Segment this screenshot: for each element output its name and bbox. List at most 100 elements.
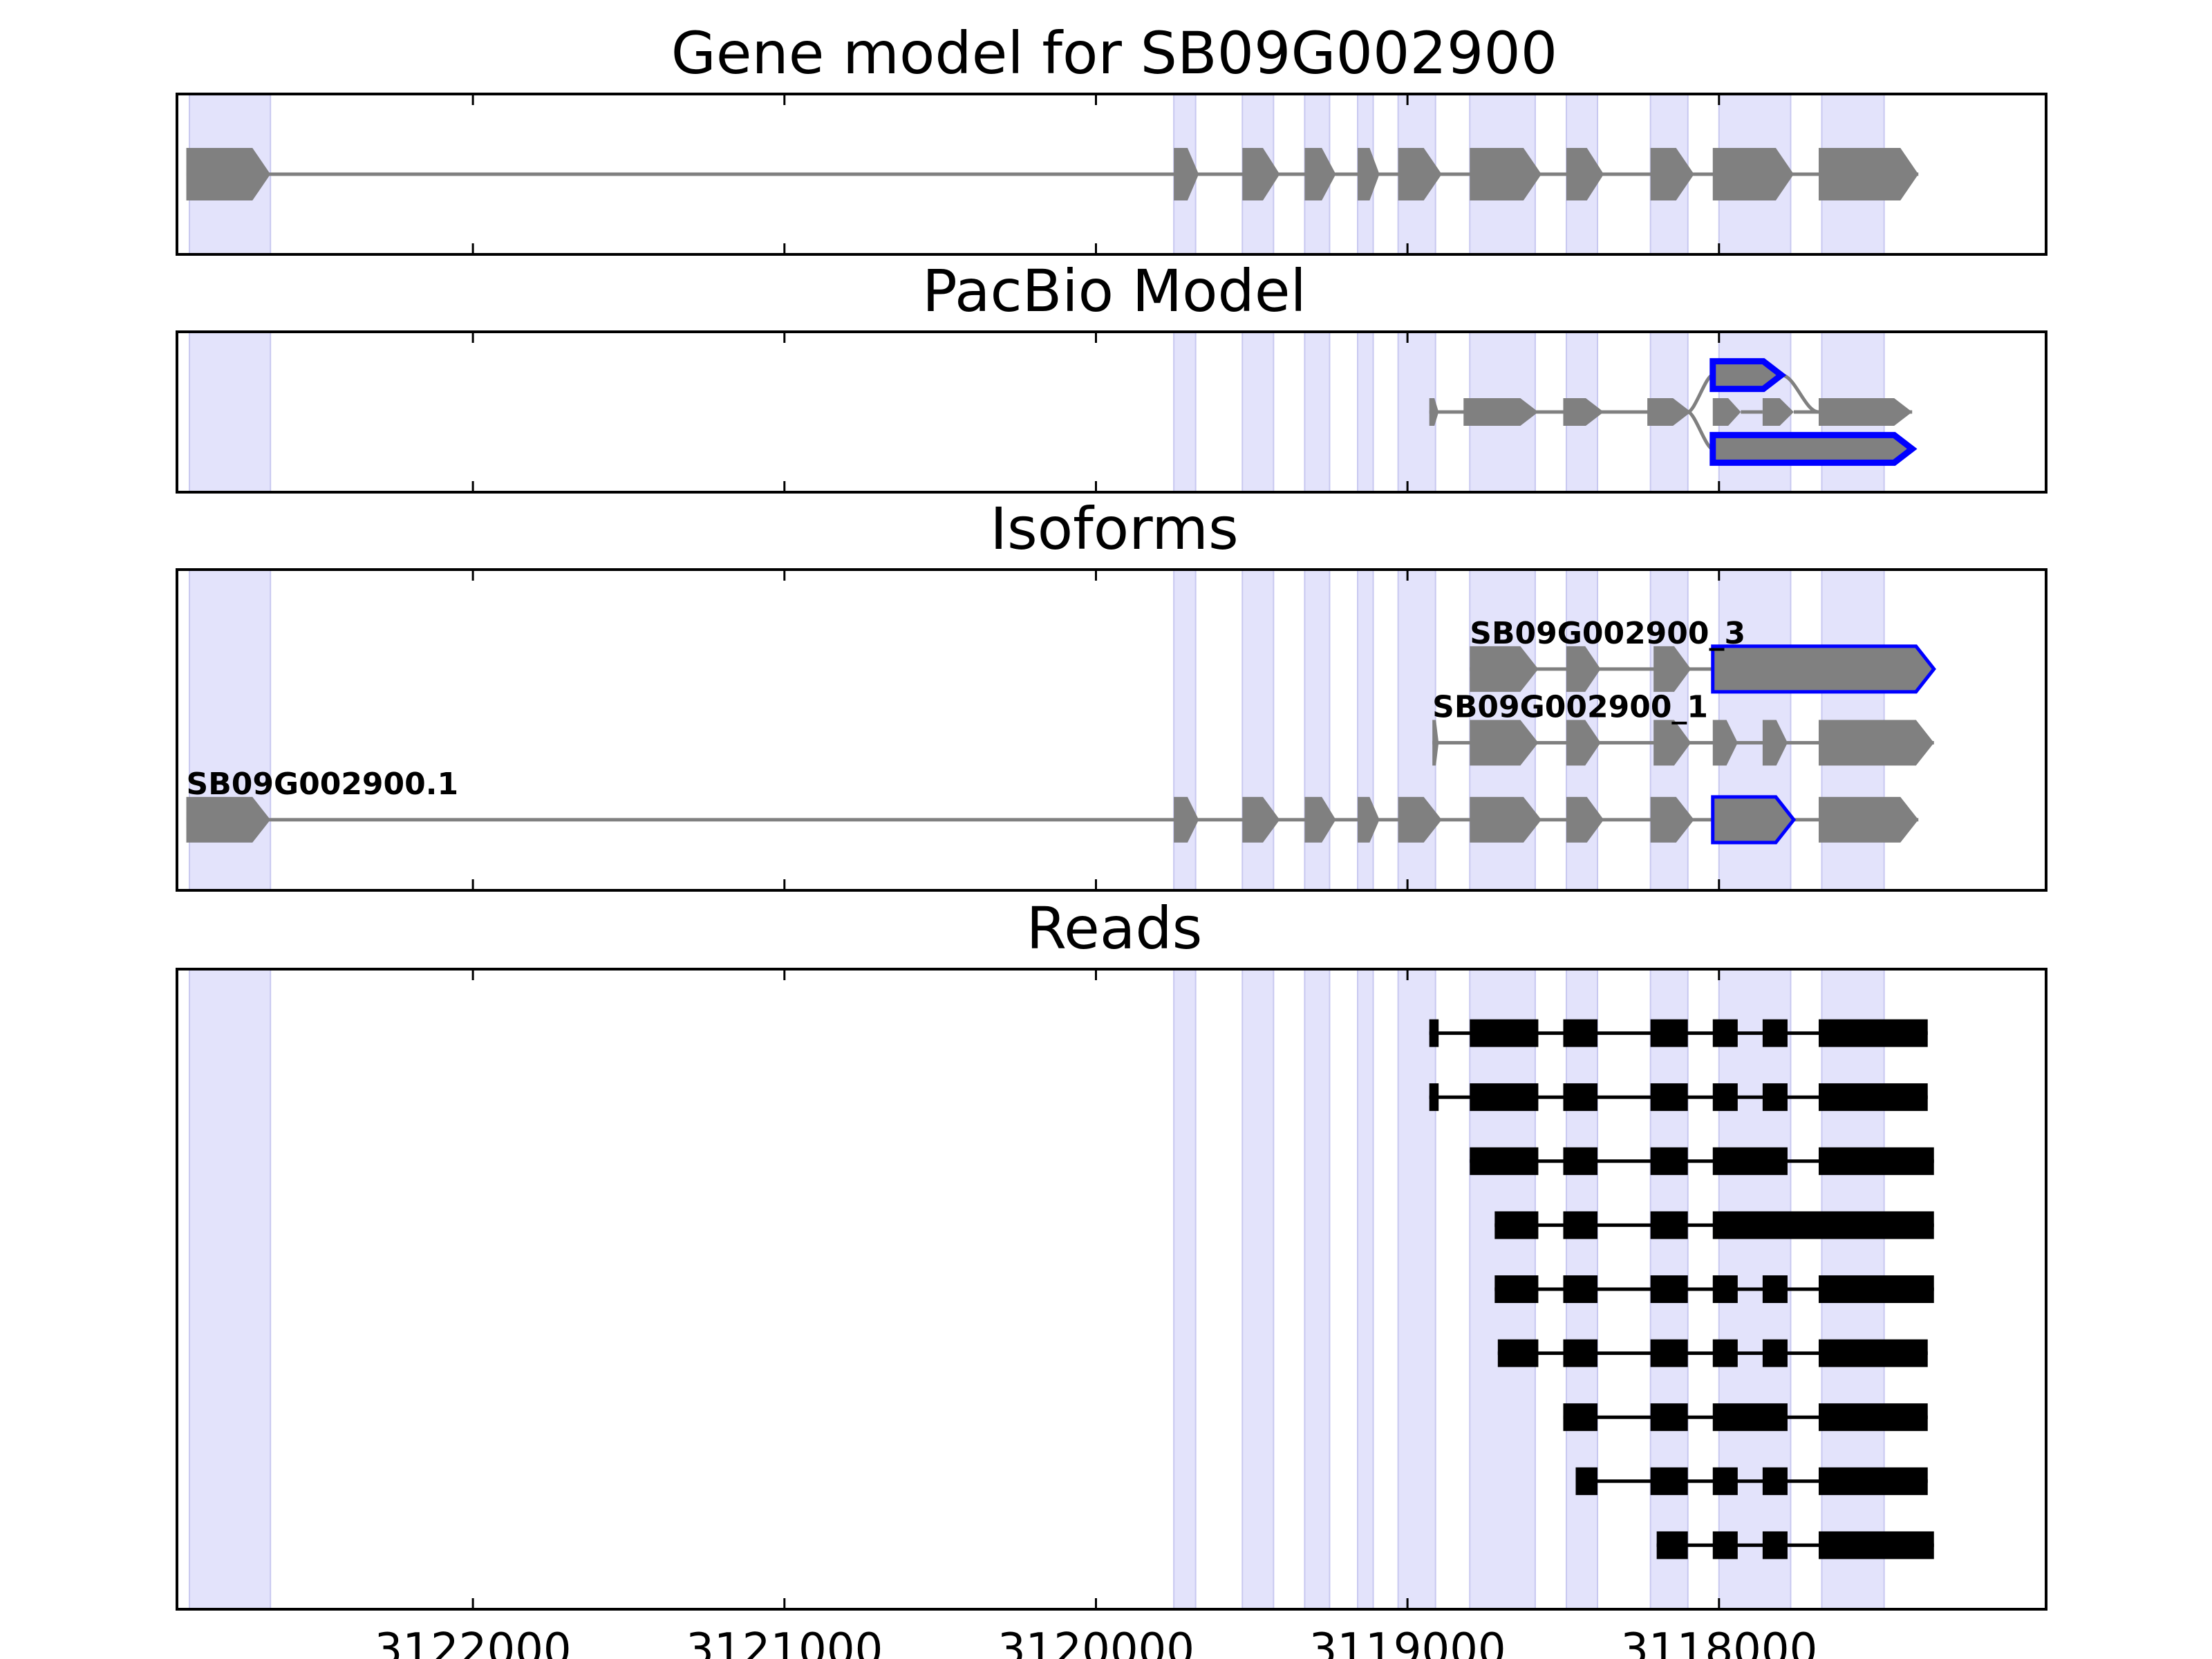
exon bbox=[1712, 148, 1794, 200]
read-exon bbox=[1650, 1019, 1688, 1047]
read bbox=[1470, 1147, 1934, 1175]
read-exon bbox=[1762, 1019, 1788, 1047]
exon bbox=[1762, 720, 1788, 766]
read-exon bbox=[1762, 1083, 1788, 1112]
isoform-label: SB09G002900.1 bbox=[187, 767, 459, 802]
read-exon bbox=[1650, 1211, 1688, 1239]
exon bbox=[1398, 148, 1442, 200]
exon-band bbox=[1304, 968, 1331, 1610]
read bbox=[1494, 1211, 1934, 1239]
read-exon bbox=[1712, 1083, 1738, 1112]
x-tick-label: 3120000 bbox=[997, 1624, 1194, 1659]
read-exon bbox=[1650, 1467, 1688, 1495]
x-tick-label: 3121000 bbox=[686, 1624, 883, 1659]
exon-band bbox=[189, 968, 272, 1610]
read-exon bbox=[1470, 1019, 1539, 1047]
x-tick-label: 3118000 bbox=[1620, 1624, 1817, 1659]
exon bbox=[1653, 720, 1691, 766]
x-tick-label: 3119000 bbox=[1309, 1624, 1506, 1659]
panel-title-gene-model: Gene model for SB09G002900 bbox=[671, 19, 1557, 87]
read-exon bbox=[1575, 1467, 1598, 1495]
read-exon bbox=[1712, 1403, 1788, 1432]
panels-layer: SB09G002900_3 SB09G002900_1 SB09G002900.1 bbox=[176, 93, 2047, 1611]
exon bbox=[1358, 796, 1380, 843]
branch-line bbox=[1781, 373, 1819, 414]
isoform-label: SB09G002900_3 bbox=[1470, 616, 1745, 651]
read-exon bbox=[1470, 1083, 1539, 1112]
read-exon bbox=[1819, 1531, 1934, 1559]
read bbox=[1497, 1339, 1928, 1367]
read-exon bbox=[1563, 1019, 1598, 1047]
read-exon bbox=[1762, 1275, 1788, 1303]
read bbox=[1563, 1403, 1928, 1432]
exon bbox=[1563, 398, 1604, 426]
read-exon bbox=[1429, 1019, 1439, 1047]
read-exon bbox=[1650, 1083, 1688, 1112]
exon bbox=[1432, 720, 1439, 766]
exon bbox=[186, 796, 271, 843]
read-exon bbox=[1762, 1531, 1788, 1559]
track: SB09G002900_3 bbox=[1470, 616, 1936, 694]
read-exon bbox=[1762, 1339, 1788, 1367]
exon-band bbox=[1241, 968, 1275, 1610]
exon bbox=[1470, 720, 1539, 766]
branch-line bbox=[1687, 373, 1714, 414]
exon bbox=[1653, 646, 1691, 692]
exon bbox=[1650, 796, 1694, 843]
read-exon bbox=[1712, 1211, 1934, 1239]
read-exon bbox=[1819, 1403, 1928, 1432]
exon-band bbox=[1173, 331, 1197, 493]
exon-band bbox=[1173, 968, 1197, 1610]
read-exon bbox=[1563, 1403, 1598, 1432]
x-tick-label: 3122000 bbox=[375, 1624, 572, 1659]
exon bbox=[1470, 796, 1541, 843]
read-exon bbox=[1563, 1339, 1598, 1367]
exon-band bbox=[1357, 331, 1374, 493]
read-exon bbox=[1563, 1083, 1598, 1112]
read-exon bbox=[1494, 1275, 1539, 1303]
read-exon bbox=[1497, 1339, 1539, 1367]
panel-isoforms: SB09G002900_3 SB09G002900_1 SB09G002900.1 bbox=[176, 568, 2047, 892]
read-exon bbox=[1712, 1467, 1738, 1495]
read bbox=[1429, 1083, 1928, 1112]
exon bbox=[1304, 796, 1336, 843]
exon bbox=[1819, 796, 1919, 843]
exon bbox=[1819, 148, 1919, 200]
exon bbox=[1470, 148, 1541, 200]
exon-band bbox=[1304, 331, 1331, 493]
read-exon bbox=[1819, 1467, 1928, 1495]
exon-band bbox=[1397, 968, 1436, 1610]
read-exon bbox=[1563, 1275, 1598, 1303]
panel-frame bbox=[176, 968, 2047, 1611]
track: SB09G002900_1 bbox=[1432, 690, 1934, 766]
exon bbox=[1762, 398, 1794, 426]
read-exon bbox=[1494, 1211, 1539, 1239]
exon bbox=[1819, 720, 1934, 766]
exon bbox=[1429, 398, 1439, 426]
exon-band bbox=[189, 331, 272, 493]
exon bbox=[1650, 148, 1694, 200]
read bbox=[1494, 1275, 1934, 1303]
panel-pacbio-model bbox=[176, 330, 2047, 494]
exon bbox=[1566, 646, 1601, 692]
exon bbox=[1463, 398, 1539, 426]
read-exon bbox=[1563, 1211, 1598, 1239]
exon bbox=[1819, 398, 1913, 426]
exon bbox=[1242, 796, 1280, 843]
read-exon bbox=[1819, 1019, 1928, 1047]
exon bbox=[1174, 148, 1199, 200]
exon bbox=[1566, 796, 1604, 843]
panel-reads bbox=[176, 968, 2047, 1611]
track: SB09G002900.1 bbox=[186, 767, 1919, 845]
branch-line bbox=[1687, 410, 1714, 451]
track bbox=[1429, 398, 1913, 426]
read-exon bbox=[1650, 1403, 1688, 1432]
read-exon bbox=[1712, 1019, 1738, 1047]
read-exon bbox=[1650, 1339, 1688, 1367]
exon-band bbox=[1241, 331, 1275, 493]
exon bbox=[1242, 148, 1280, 200]
panel-frame bbox=[176, 93, 2047, 256]
panel-gene-model bbox=[176, 93, 2047, 256]
x-axis: 3122000 3121000 3120000 3119000 3118000 bbox=[375, 1624, 1818, 1659]
